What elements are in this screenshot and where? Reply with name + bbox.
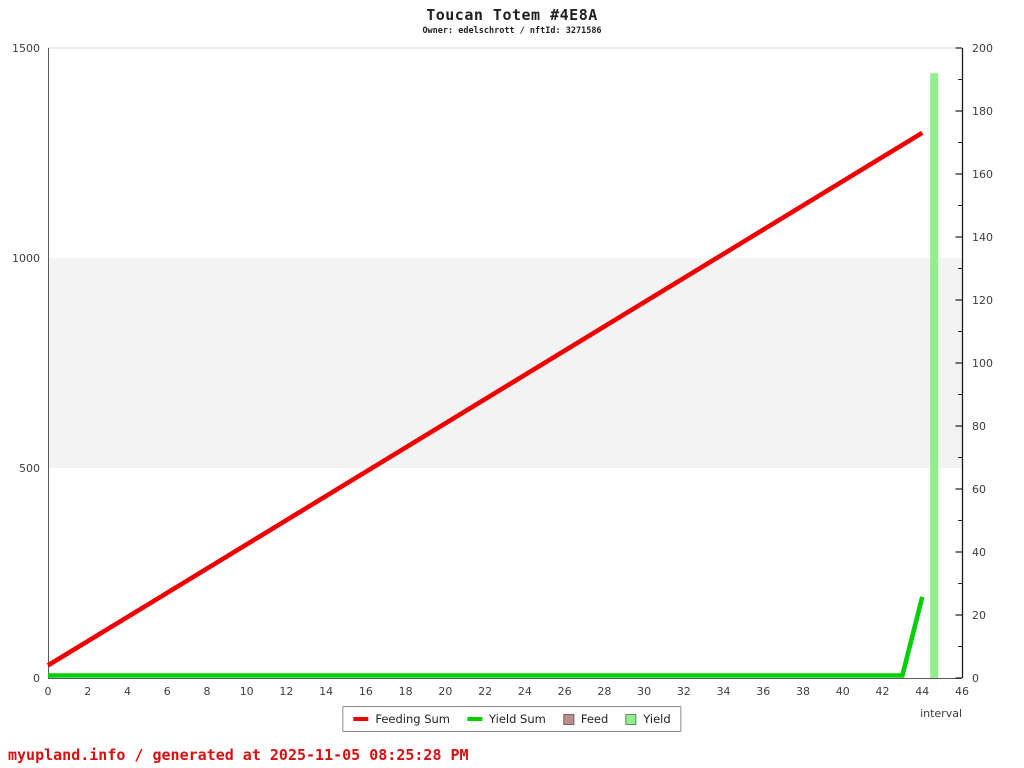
legend-label: Yield Sum (489, 712, 546, 726)
left-axis-label: 0 (33, 672, 40, 685)
x-axis-label: 14 (319, 685, 333, 698)
left-axis-label: 1500 (12, 42, 40, 55)
left-axis-label: 1000 (12, 252, 40, 265)
legend-label: Yield (643, 712, 671, 726)
x-axis-label: 16 (359, 685, 373, 698)
x-axis-label: 2 (84, 685, 91, 698)
legend-item-feed: Feed (562, 712, 609, 726)
left-axis-label: 500 (19, 462, 40, 475)
x-axis-label: 20 (438, 685, 452, 698)
plot-band (48, 258, 962, 468)
right-axis-label: 140 (972, 231, 993, 244)
x-axis-label: 4 (124, 685, 131, 698)
right-axis-label: 100 (972, 357, 993, 370)
legend-item-yield: Yield (625, 712, 671, 726)
right-axis-label: 120 (972, 294, 993, 307)
right-axis-label: 0 (972, 672, 979, 685)
right-axis-label: 180 (972, 105, 993, 118)
legend: Feeding Sum Yield Sum Feed Yield (342, 706, 682, 732)
feed-swatch-icon (562, 713, 574, 725)
x-axis-label: 26 (558, 685, 572, 698)
x-axis-label: 18 (399, 685, 413, 698)
right-axis-label: 40 (972, 546, 986, 559)
x-axis-label: 32 (677, 685, 691, 698)
x-axis-label: 30 (637, 685, 651, 698)
x-axis-label: 36 (756, 685, 770, 698)
legend-label: Feed (580, 712, 609, 726)
x-axis-label: 12 (279, 685, 293, 698)
x-axis-label: 6 (164, 685, 171, 698)
right-axis-label: 80 (972, 420, 986, 433)
x-axis-title: interval (920, 707, 962, 720)
yield-bar (930, 73, 939, 678)
x-axis-label: 38 (796, 685, 810, 698)
chart-subtitle: Owner: edelschrott / nftId: 3271586 (422, 26, 602, 36)
right-axis-label: 60 (972, 483, 986, 496)
chart-title: Toucan Totem #4E8A (426, 6, 598, 24)
x-axis-label: 40 (836, 685, 850, 698)
x-axis-label: 44 (915, 685, 929, 698)
right-axis-label: 160 (972, 168, 993, 181)
yield-sum-swatch-icon (467, 717, 483, 721)
x-axis-label: 0 (45, 685, 52, 698)
footer-text: myupland.info / generated at 2025-11-05 … (8, 746, 469, 764)
x-axis-label: 10 (240, 685, 254, 698)
feeding-sum-line (46, 130, 924, 668)
yield-sum-line (48, 596, 925, 678)
x-axis-label: 42 (876, 685, 890, 698)
x-axis-label: 46 (955, 685, 969, 698)
right-axis-label: 20 (972, 609, 986, 622)
x-axis-label: 24 (518, 685, 532, 698)
legend-item-feeding-sum: Feeding Sum (353, 712, 450, 726)
x-axis-label: 8 (203, 685, 210, 698)
x-axis-label: 34 (717, 685, 731, 698)
yield-swatch-icon (625, 713, 637, 725)
x-axis-label: 28 (597, 685, 611, 698)
right-axis-label: 200 (972, 42, 993, 55)
legend-label: Feeding Sum (375, 712, 451, 726)
feeding-sum-swatch-icon (353, 717, 369, 721)
x-axis-label: 22 (478, 685, 492, 698)
legend-item-yield-sum: Yield Sum (467, 712, 546, 726)
